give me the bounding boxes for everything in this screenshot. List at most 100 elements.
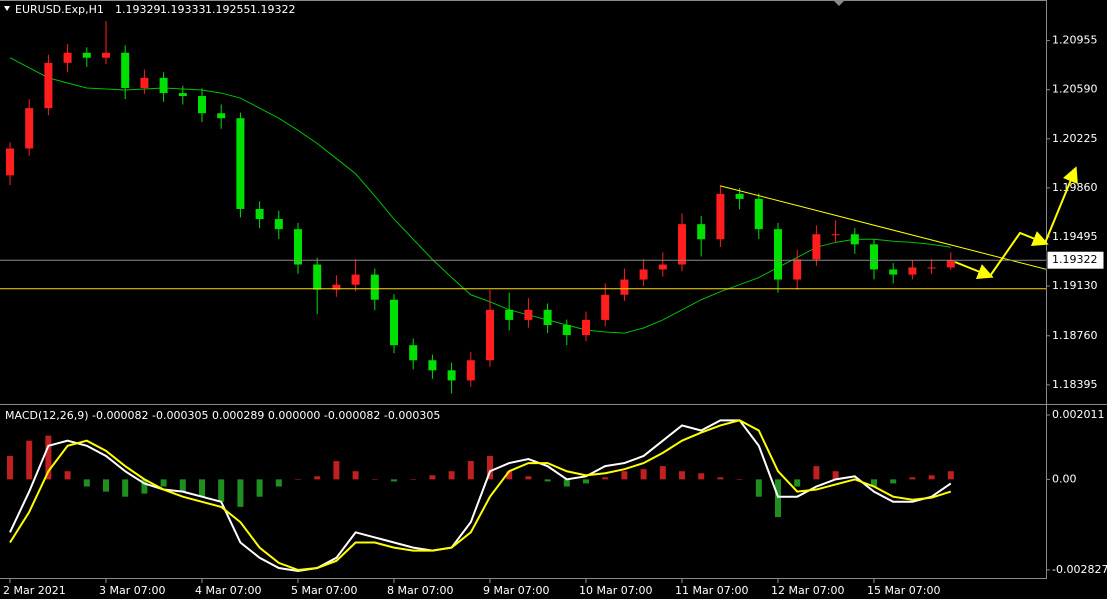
candle-body <box>313 264 322 290</box>
macd-histogram <box>775 479 781 518</box>
candle-body <box>889 269 898 275</box>
candle-body <box>25 108 34 149</box>
candle-body <box>870 244 878 270</box>
x-tick-label: 3 Mar 07:00 <box>99 584 165 597</box>
macd-histogram <box>141 479 148 494</box>
candle-body <box>639 269 648 280</box>
candle-body <box>908 267 917 275</box>
x-tick-label: 9 Mar 07:00 <box>483 584 549 597</box>
candle-body <box>409 345 418 361</box>
candle-body <box>198 96 206 114</box>
macd-histogram <box>871 479 877 487</box>
candle-body <box>601 294 610 320</box>
candle-body <box>140 77 149 88</box>
macd-histogram <box>179 479 186 492</box>
candle-body <box>390 299 398 346</box>
macd-histogram <box>83 479 90 487</box>
macd-histogram <box>525 476 532 480</box>
macd-histogram <box>928 475 935 480</box>
macd-histogram <box>237 479 244 507</box>
ohlc-low: 1.19255 <box>205 3 251 16</box>
candle-body <box>332 284 341 290</box>
y-tick-label: 0.002011 <box>1052 408 1105 421</box>
y-tick-label: -0.002827 <box>1052 563 1107 576</box>
scroll-marker <box>833 0 845 6</box>
ohlc-high: 1.19333 <box>160 3 206 16</box>
candle-body <box>927 267 936 269</box>
macd-histogram <box>679 471 685 480</box>
candle-body <box>678 224 686 265</box>
macd-histogram <box>448 471 455 480</box>
candle-body <box>255 208 264 220</box>
price-tag: 1.19322 <box>1052 253 1098 266</box>
macd-histogram <box>794 479 801 487</box>
macd-histogram <box>218 479 225 502</box>
macd-histogram <box>64 471 71 480</box>
x-tick-label: 4 Mar 07:00 <box>195 584 261 597</box>
candle-body <box>735 193 744 199</box>
macd-histogram <box>45 435 52 480</box>
ohlc-open: 1.19329 <box>115 3 161 16</box>
y-tick-label: 1.19130 <box>1052 279 1098 292</box>
candle-body <box>121 52 130 88</box>
macd-histogram <box>352 471 359 480</box>
macd-histogram <box>583 479 589 484</box>
macd-histogram <box>26 440 33 480</box>
candle-body <box>486 309 494 361</box>
arrow <box>954 261 994 279</box>
macd-histogram <box>659 466 666 480</box>
candle-body <box>582 319 590 336</box>
macd-histogram <box>410 479 417 480</box>
y-tick-label: 1.19860 <box>1052 181 1098 194</box>
macd-histogram <box>160 479 167 487</box>
candle-body <box>793 259 802 280</box>
candle-body <box>831 234 840 236</box>
candle-body <box>159 77 168 94</box>
x-tick-label: 10 Mar 07:00 <box>579 584 652 597</box>
macd-histogram <box>199 479 205 497</box>
candle-body <box>63 52 72 63</box>
y-tick-label: 1.20955 <box>1052 34 1098 47</box>
y-tick-label: 0.00 <box>1052 472 1077 485</box>
candle-body <box>697 224 706 240</box>
x-tick-label: 12 Mar 07:00 <box>771 584 844 597</box>
candle-body <box>562 325 571 336</box>
macd-histogram <box>832 471 839 480</box>
candle-body <box>294 229 302 265</box>
candle-body <box>466 360 475 381</box>
candle-body <box>716 193 725 240</box>
macd-label: MACD(12,26,9) -0.000082 -0.000305 0.0002… <box>5 409 440 422</box>
arrow <box>989 231 1049 277</box>
macd-histogram <box>813 466 820 480</box>
candle-body <box>82 52 91 58</box>
macd-histogram <box>506 471 513 480</box>
y-tick-label: 1.18760 <box>1052 329 1098 342</box>
candle-body <box>946 260 955 268</box>
candle-body <box>524 309 533 320</box>
candle-body <box>6 148 14 176</box>
candle-body <box>178 93 187 97</box>
candle-body <box>774 229 782 280</box>
macd-histogram <box>909 477 916 480</box>
candle-body <box>505 309 514 320</box>
macd-histogram <box>698 473 705 480</box>
macd-histogram <box>371 479 378 480</box>
macd-histogram <box>391 479 397 482</box>
macd-histogram <box>890 479 897 484</box>
line-series <box>9 419 952 572</box>
candle-body <box>44 62 53 109</box>
header: EURUSD.Exp,H1 1.19329 1.19333 1.19255 1.… <box>15 3 296 16</box>
candle-body <box>428 360 437 371</box>
macd-histogram <box>602 477 609 480</box>
macd-histogram <box>947 471 954 480</box>
candle-body <box>102 52 110 58</box>
forecast-arrows <box>954 166 1078 279</box>
menu-triangle[interactable] <box>4 6 10 11</box>
candle-body <box>351 274 360 285</box>
symbol: EURUSD.Exp,H1 <box>15 3 104 16</box>
x-tick-label: 8 Mar 07:00 <box>387 584 453 597</box>
macd-histogram <box>275 479 282 487</box>
candle-body <box>236 118 245 209</box>
y-tick-label: 1.20225 <box>1052 132 1098 145</box>
